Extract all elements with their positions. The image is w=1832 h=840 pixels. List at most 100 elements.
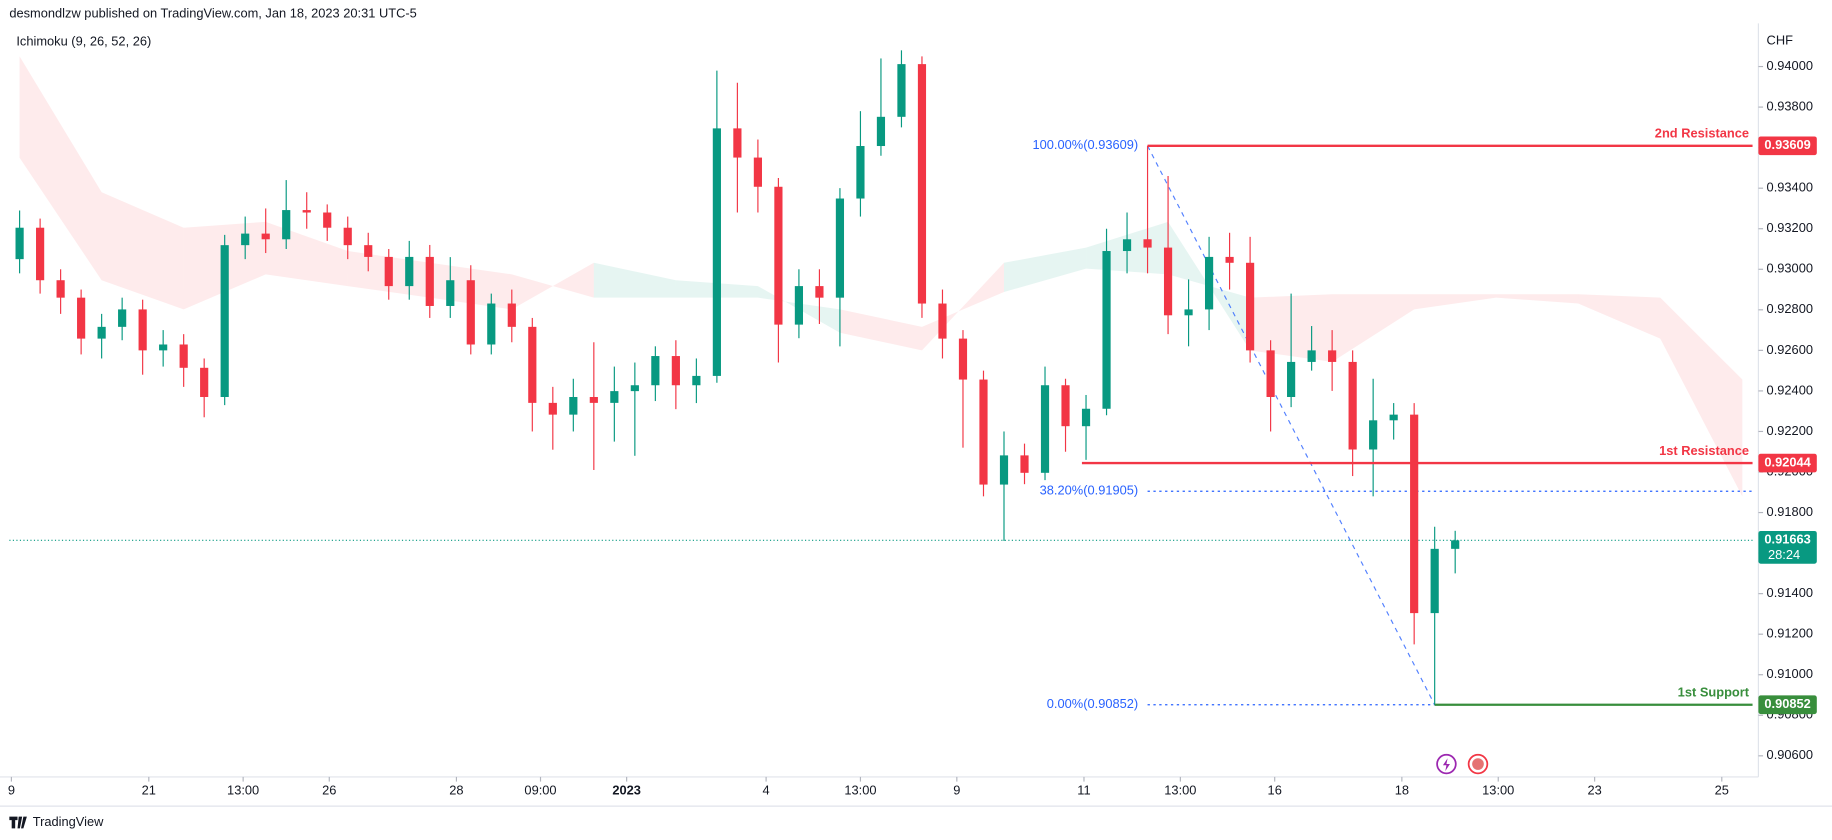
- level-name: 2nd Resistance: [1655, 126, 1749, 141]
- level-name: 1st Resistance: [1659, 443, 1749, 458]
- level-name: 1st Support: [1678, 684, 1750, 699]
- cloud-segment: [1660, 297, 1743, 497]
- candle-body: [220, 245, 229, 397]
- price-badge: [1758, 136, 1817, 156]
- candle-body: [1122, 239, 1132, 252]
- price-badge-label: 0.93609: [1764, 137, 1810, 152]
- fib-label: 0.00%(0.90852): [1047, 696, 1138, 711]
- candle-body: [118, 309, 127, 327]
- candle-body: [999, 455, 1009, 485]
- flag: [1472, 758, 1484, 770]
- candle-body: [1369, 420, 1378, 450]
- candle-body: [159, 344, 168, 351]
- candle-body: [261, 233, 270, 240]
- candle-body: [1246, 262, 1255, 351]
- candle-body: [200, 367, 209, 397]
- fib-label: 100.00%(0.93609): [1033, 137, 1139, 152]
- candle-body: [835, 198, 845, 298]
- last-price-badge: [1758, 530, 1817, 564]
- candle-body: [487, 303, 496, 345]
- cloud-segment: [839, 309, 922, 351]
- bolt: [1442, 758, 1450, 772]
- y-tick-label: 0.91200: [1767, 626, 1813, 641]
- candle-body: [1040, 385, 1050, 473]
- last-price-label: 0.91663: [1764, 532, 1810, 547]
- x-tick-label: 18: [1395, 782, 1409, 797]
- y-tick-label: 0.94000: [1767, 58, 1813, 73]
- candle-body: [692, 375, 701, 386]
- candle-body: [1081, 408, 1091, 427]
- event-icons[interactable]: [1436, 753, 1489, 775]
- header: desmondlzw published on TradingView.com,…: [9, 5, 416, 20]
- candle-body: [876, 116, 886, 147]
- candle-body: [897, 64, 906, 117]
- x-tick-label: 26: [322, 782, 336, 797]
- candle-body: [1287, 361, 1296, 397]
- y-tick-label: 0.92600: [1767, 342, 1813, 357]
- candle-body: [856, 146, 865, 199]
- candle-body: [1410, 414, 1419, 614]
- candle-body: [528, 326, 537, 403]
- candle-body: [979, 379, 988, 485]
- candle-body: [712, 128, 721, 376]
- candle-body: [958, 338, 968, 380]
- candle-body: [774, 186, 783, 325]
- indicator-label: Ichimoku (9, 26, 52, 26): [16, 33, 151, 48]
- candle-body: [138, 309, 147, 351]
- y-tick-label: 0.92200: [1767, 423, 1813, 438]
- cloud-segment: [19, 56, 102, 281]
- y-tick-label: 0.90600: [1767, 747, 1813, 762]
- cloud-segment: [101, 192, 184, 310]
- x-tick-label: 13:00: [1482, 782, 1514, 797]
- cloud-segment: [1414, 294, 1497, 310]
- fib-label: 38.20%(0.91905): [1040, 483, 1139, 498]
- price-badge-label: 0.90852: [1764, 696, 1810, 711]
- cloud-segment: [1332, 294, 1415, 362]
- candle-body: [1348, 361, 1357, 450]
- y-tick-label: 0.93800: [1767, 98, 1813, 113]
- candle-body: [569, 396, 578, 415]
- candle-body: [1143, 239, 1152, 248]
- candle-body: [1184, 309, 1193, 316]
- currency: CHF: [1767, 32, 1794, 47]
- cloud-segment: [1578, 294, 1661, 339]
- y-tick-label: 0.92400: [1767, 382, 1813, 397]
- candle-body: [343, 227, 352, 246]
- candle-body: [794, 286, 804, 325]
- candle-body: [425, 256, 434, 306]
- candle-body: [77, 297, 86, 339]
- y-tick-label: 0.91400: [1767, 585, 1813, 600]
- y-tick-label: 0.91000: [1767, 666, 1813, 681]
- candle-body: [364, 245, 373, 257]
- x-tick-label: 13:00: [227, 782, 259, 797]
- candle-body: [179, 344, 188, 368]
- cloud-segment: [1496, 294, 1579, 304]
- candle-body: [1307, 350, 1316, 362]
- candle-body: [610, 391, 619, 403]
- price-badge: [1758, 453, 1817, 473]
- candle-body: [733, 128, 742, 158]
- x-tick-label: 23: [1587, 782, 1601, 797]
- cloud-segment: [1003, 247, 1087, 292]
- candle-body: [507, 303, 516, 327]
- x-tick-label: 13:00: [1164, 782, 1196, 797]
- x-tick-label: 4: [763, 782, 770, 797]
- x-tick-label: 16: [1268, 782, 1282, 797]
- x-tick-label: 9: [953, 782, 960, 797]
- countdown-label: 28:24: [1768, 547, 1800, 562]
- y-tick-label: 0.93000: [1767, 261, 1813, 276]
- price-badge: [1758, 695, 1817, 715]
- y-tick-label: 0.93200: [1767, 220, 1813, 235]
- logo: [9, 816, 27, 829]
- x-tick-label: 21: [142, 782, 156, 797]
- candle-body: [405, 256, 414, 287]
- candle-body: [1389, 414, 1398, 421]
- y-tick-label: 0.93400: [1767, 180, 1813, 195]
- price-badge-label: 0.92044: [1764, 454, 1811, 469]
- candle-body: [1204, 256, 1214, 310]
- candle-body: [1451, 540, 1460, 549]
- footer-brand: TradingView: [33, 814, 104, 829]
- candle-body: [753, 157, 762, 187]
- candle-body: [1266, 350, 1275, 397]
- x-tick-label: 2023: [612, 782, 641, 797]
